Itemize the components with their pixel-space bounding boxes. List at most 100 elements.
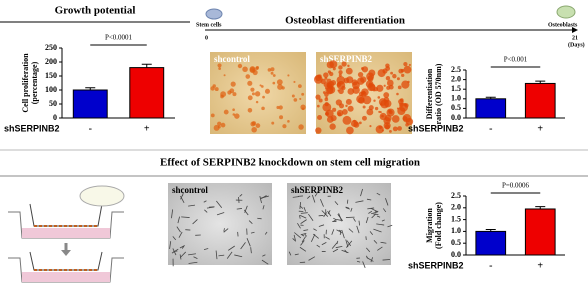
stain xyxy=(247,95,253,101)
cell xyxy=(261,259,269,265)
stem-cell-icon xyxy=(205,8,223,20)
cell xyxy=(387,224,393,228)
stain xyxy=(267,68,272,72)
stain xyxy=(408,63,411,67)
x-tick-label: - xyxy=(89,123,92,134)
cell xyxy=(300,212,308,214)
timeline-start: Stem cells xyxy=(196,22,222,28)
stain xyxy=(322,91,326,94)
stain xyxy=(217,121,222,126)
cell xyxy=(180,195,185,203)
stain xyxy=(350,119,359,127)
cell xyxy=(250,231,255,234)
cell xyxy=(377,246,383,251)
stain xyxy=(272,81,276,85)
y-tick-label: 1.5 xyxy=(451,84,461,93)
stain xyxy=(399,102,408,112)
cell xyxy=(246,238,251,247)
bar xyxy=(524,82,556,119)
stain xyxy=(247,108,253,113)
x-tick-label: + xyxy=(144,123,150,134)
cell xyxy=(321,241,327,246)
stain xyxy=(249,66,256,73)
panel-title: Osteoblast differentiation xyxy=(285,15,405,27)
stain xyxy=(214,87,219,92)
cell xyxy=(188,204,196,207)
bar xyxy=(129,67,165,119)
stain xyxy=(251,92,255,96)
y-tick-label: 250 xyxy=(45,43,57,52)
image-label: shSERPINB2 xyxy=(291,185,344,195)
cell xyxy=(248,220,253,224)
stain xyxy=(315,127,322,134)
stain xyxy=(366,72,375,81)
y-axis-label: Migration xyxy=(425,208,434,243)
stain xyxy=(317,114,323,120)
bar xyxy=(72,89,108,119)
image-label: shcontrol xyxy=(214,54,250,64)
stain xyxy=(378,110,381,113)
cell xyxy=(313,228,317,231)
cell xyxy=(376,223,385,226)
stain xyxy=(270,71,274,75)
cell xyxy=(318,224,325,227)
stain xyxy=(264,88,270,94)
cell xyxy=(179,245,185,249)
cell xyxy=(319,198,324,207)
stain xyxy=(247,80,253,86)
error-bar xyxy=(485,96,496,99)
stain xyxy=(300,104,306,110)
cell xyxy=(300,240,305,246)
cell xyxy=(331,229,335,235)
stain xyxy=(352,86,360,94)
stain xyxy=(287,74,290,77)
stain xyxy=(345,98,352,105)
cell xyxy=(380,241,387,244)
stain xyxy=(379,112,387,121)
cell xyxy=(371,213,377,219)
cell xyxy=(345,240,353,248)
cell xyxy=(316,244,321,248)
stain xyxy=(323,72,329,78)
cell xyxy=(257,217,262,220)
y-tick-label: 100 xyxy=(45,85,57,94)
cell xyxy=(321,210,329,217)
cell xyxy=(314,189,320,197)
chart-title: Growth potential xyxy=(55,5,136,17)
stain xyxy=(301,92,305,96)
cell xyxy=(311,194,316,203)
x-tick-label: + xyxy=(537,123,543,134)
stain xyxy=(405,122,409,127)
stain xyxy=(341,61,347,67)
stain xyxy=(347,105,354,112)
cell xyxy=(360,188,363,197)
cell xyxy=(303,229,309,231)
stain xyxy=(324,76,328,80)
stain xyxy=(390,71,394,75)
stain xyxy=(338,70,343,75)
cell xyxy=(350,207,353,212)
cell xyxy=(332,219,337,223)
stain xyxy=(383,122,391,130)
stain xyxy=(403,62,408,67)
cell xyxy=(331,242,338,249)
cell xyxy=(381,219,385,222)
x-tick-label: - xyxy=(489,260,492,271)
error-bar xyxy=(535,80,546,84)
y-axis-label: Cell proliferation xyxy=(21,53,30,113)
cell xyxy=(308,256,316,261)
x-tick-label: + xyxy=(537,260,543,271)
stain xyxy=(374,106,379,111)
cell xyxy=(250,247,252,254)
cell xyxy=(294,232,302,239)
stain xyxy=(327,80,335,88)
cell xyxy=(243,209,249,216)
cell xyxy=(188,253,196,256)
stain xyxy=(293,98,298,102)
cell xyxy=(366,198,372,201)
stain xyxy=(229,88,235,94)
cell xyxy=(355,200,364,203)
stain xyxy=(397,126,402,131)
stain xyxy=(397,85,402,90)
